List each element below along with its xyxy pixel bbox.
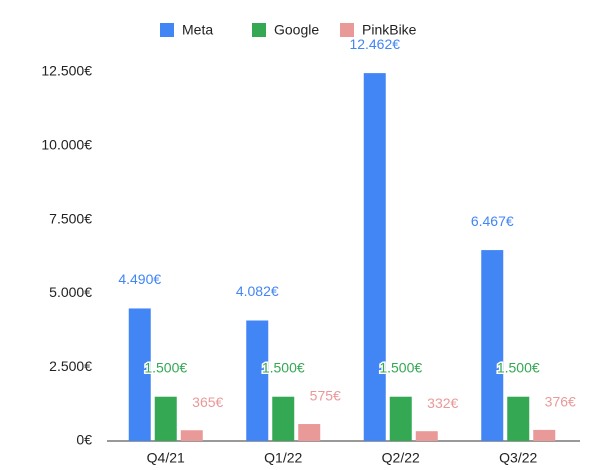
legend-label: PinkBike	[362, 22, 417, 38]
value-label: 376€	[545, 394, 576, 410]
bar	[298, 424, 321, 441]
value-label: 6.467€	[471, 213, 514, 229]
value-label: 365€	[192, 394, 223, 410]
value-label: 1.500€	[262, 359, 305, 375]
value-label: 12.462€	[349, 36, 400, 52]
y-tick-label: 12.500€	[41, 63, 92, 79]
value-label: 1.500€	[497, 359, 540, 375]
y-tick-label: 2.500€	[49, 358, 92, 374]
legend-swatch	[252, 23, 266, 37]
legend-swatch	[340, 23, 354, 37]
x-tick-label: Q3/22	[499, 450, 537, 466]
y-tick-label: 7.500€	[49, 210, 92, 226]
y-tick-label: 0€	[76, 432, 92, 448]
value-label: 332€	[427, 395, 458, 411]
value-label: 1.500€	[379, 359, 422, 375]
legend-label: Meta	[182, 22, 213, 38]
bar	[389, 396, 412, 441]
bar	[533, 429, 556, 441]
bar	[363, 73, 386, 441]
x-tick-label: Q2/22	[382, 450, 420, 466]
value-label: 4.490€	[118, 271, 161, 287]
y-tick-label: 10.000€	[41, 137, 92, 153]
bar	[507, 396, 530, 441]
bar	[128, 308, 151, 441]
value-label: 1.500€	[144, 359, 187, 375]
bar	[154, 396, 177, 441]
bar	[415, 431, 438, 441]
bar	[481, 250, 504, 441]
x-tick-label: Q4/21	[147, 450, 185, 466]
bar	[246, 320, 269, 441]
bar	[272, 396, 295, 441]
y-tick-label: 5.000€	[49, 284, 92, 300]
value-label: 4.082€	[236, 283, 279, 299]
x-tick-label: Q1/22	[264, 450, 302, 466]
value-label: 575€	[310, 388, 341, 404]
legend-label: Google	[274, 22, 319, 38]
legend-swatch	[160, 23, 174, 37]
bar	[180, 430, 203, 441]
